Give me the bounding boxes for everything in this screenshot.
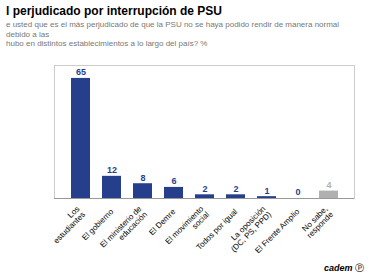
svg-text:8: 8 [140, 172, 145, 182]
svg-text:65: 65 [76, 67, 86, 77]
svg-text:El ministerio deeducación: El ministerio deeducación [98, 204, 149, 255]
svg-text:No sabe,responde: No sabe,responde [299, 204, 335, 240]
svg-text:Losestudiantes: Losestudiantes [46, 204, 87, 245]
svg-text:1: 1 [264, 185, 269, 195]
svg-text:2: 2 [233, 183, 238, 193]
svg-text:4: 4 [326, 180, 331, 190]
svg-text:2: 2 [202, 183, 207, 193]
svg-text:0: 0 [295, 187, 300, 197]
svg-text:6: 6 [171, 176, 176, 186]
svg-text:12: 12 [107, 165, 117, 175]
svg-text:El Frente Amplio: El Frente Amplio [253, 207, 301, 255]
